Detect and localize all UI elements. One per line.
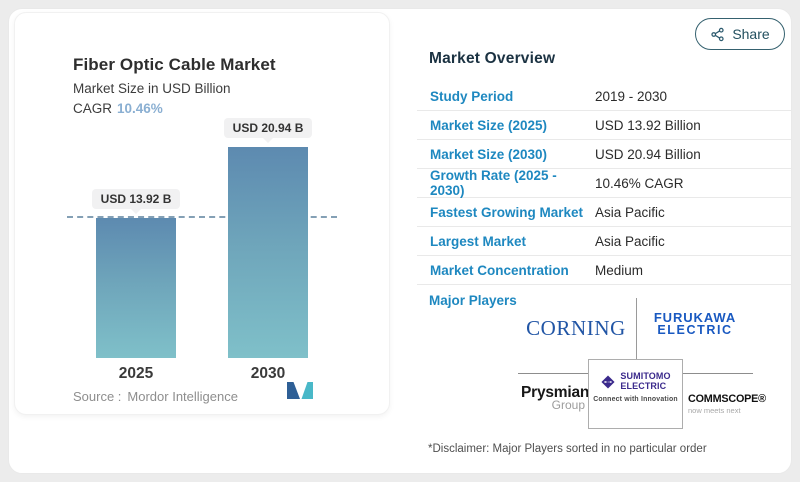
prysmian-group-word: Group [551, 398, 585, 412]
chart-panel: Fiber Optic Cable Market Market Size in … [14, 12, 390, 415]
furukawa-word: FURUKAWA [653, 310, 737, 325]
disclaimer-text: *Disclaimer: Major Players sorted in no … [428, 443, 707, 455]
source-label: Source : [73, 389, 122, 404]
table-row-market-size-2025: Market Size (2025) USD 13.92 Billion [417, 111, 791, 140]
bar-group-2025: USD 13.92 B [91, 189, 181, 358]
bar-group-2030: USD 20.94 B [223, 118, 313, 358]
table-row-growth-rate: Growth Rate (2025 - 2030) 10.46% CAGR [417, 168, 791, 198]
row-label: Fastest Growing Market [430, 204, 584, 220]
row-label: Study Period [430, 88, 514, 104]
cagr-line: CAGR 10.46% [73, 101, 163, 116]
x-tick-2030: 2030 [250, 365, 286, 382]
bar-2025[interactable] [96, 218, 176, 358]
row-value: Asia Pacific [595, 233, 665, 249]
table-row-study-period: Study Period 2019 - 2030 [417, 82, 791, 111]
sumitomo-wordmark: SUMITOMO ELECTRIC [620, 371, 671, 391]
major-players-logos: CORNING FURUKAWA ELECTRIC SUM [518, 294, 766, 431]
commscope-logo: COMMSCOPE® now meets next [688, 393, 766, 415]
source-line: Source : Mordor Intelligence [73, 389, 238, 404]
market-overview-panel: Market Overview Study Period 2019 - 2030… [417, 41, 791, 471]
logo-divider-vertical [636, 298, 637, 359]
row-value: 10.46% CAGR [595, 175, 684, 191]
sumitomo-tagline: Connect with Innovation [593, 396, 678, 403]
share-icon [711, 27, 724, 41]
row-label: Market Size (2025) [430, 117, 548, 133]
commscope-tagline: now meets next [688, 406, 741, 415]
overview-table: Study Period 2019 - 2030 Market Size (20… [417, 82, 791, 285]
row-label: Growth Rate (2025 - 2030) [430, 168, 557, 198]
overview-heading: Market Overview [429, 50, 556, 67]
sumitomo-diamond-icon [601, 374, 615, 389]
commscope-word: COMMSCOPE® [688, 393, 766, 405]
row-label: Market Size (2030) [430, 146, 548, 162]
row-value: USD 13.92 Billion [595, 117, 701, 133]
corning-logo: CORNING [526, 316, 626, 340]
cagr-label: CAGR [73, 101, 113, 116]
row-label: Market Concentration [430, 262, 569, 278]
bar-2030[interactable] [228, 147, 308, 358]
furukawa-electric-word: ELECTRIC [657, 323, 733, 337]
cagr-value: 10.46% [117, 101, 163, 116]
chart-subtitle: Market Size in USD Billion [73, 81, 231, 96]
source-value: Mordor Intelligence [127, 389, 238, 404]
sumitomo-electric-logo: SUMITOMO ELECTRIC Connect with Innovatio… [588, 359, 683, 429]
share-label: Share [732, 26, 770, 42]
bar-value-label-2025: USD 13.92 B [91, 189, 181, 214]
prysmian-group-logo: Prysmian Group [521, 384, 590, 412]
x-axis-labels: 2025 2030 [63, 365, 341, 383]
major-players-label: Major Players [429, 293, 517, 308]
row-value: USD 20.94 Billion [595, 146, 701, 162]
x-tick-2025: 2025 [118, 365, 154, 382]
main-card: Fiber Optic Cable Market Market Size in … [8, 8, 792, 474]
table-row-market-concentration: Market Concentration Medium [417, 256, 791, 285]
table-row-market-size-2030: Market Size (2030) USD 20.94 Billion [417, 140, 791, 169]
row-value: 2019 - 2030 [595, 88, 668, 104]
furukawa-electric-logo: FURUKAWA ELECTRIC [642, 311, 748, 337]
table-row-largest-market: Largest Market Asia Pacific [417, 227, 791, 256]
dashed-threshold-line [67, 216, 337, 218]
sumitomo-logo-row: SUMITOMO ELECTRIC [589, 371, 682, 391]
bar-value-label-2030: USD 20.94 B [223, 118, 313, 143]
chart-title: Fiber Optic Cable Market [73, 55, 276, 74]
row-value: Medium [595, 262, 644, 278]
table-row-fastest-growing-market: Fastest Growing Market Asia Pacific [417, 198, 791, 227]
prysmian-word: Prysmian [521, 384, 590, 401]
mordor-intelligence-logo [287, 382, 313, 399]
sumitomo-electric-word: ELECTRIC [620, 380, 667, 391]
row-value: Asia Pacific [595, 204, 665, 220]
share-button[interactable]: Share [695, 18, 785, 50]
row-label: Largest Market [430, 233, 527, 249]
sumitomo-word: SUMITOMO [620, 371, 671, 381]
bar-chart: USD 13.92 B USD 20.94 B [63, 118, 341, 358]
